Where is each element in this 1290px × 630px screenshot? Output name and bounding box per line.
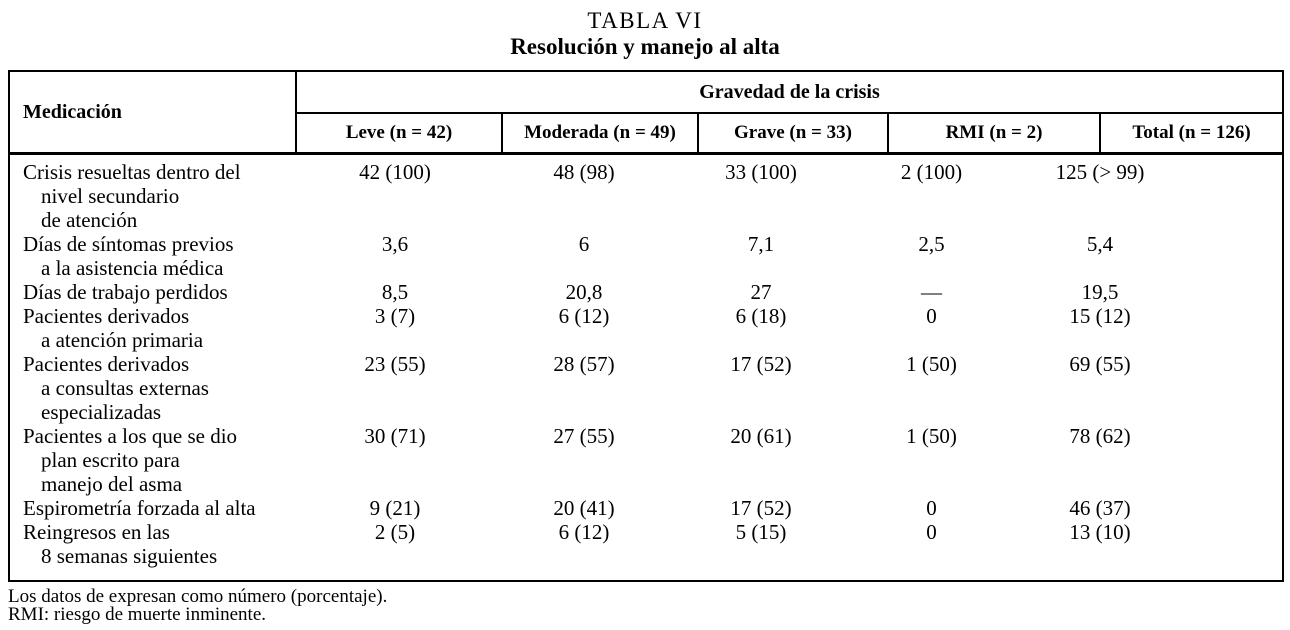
table-caption: TABLA VI Resolución y manejo al alta xyxy=(0,0,1290,60)
row-label: Crisis resueltas dentro del nivel secunda… xyxy=(10,160,297,232)
cell-value: 2 (5) xyxy=(374,520,416,544)
corner-header: Medicación xyxy=(10,72,297,152)
row-label-line: Crisis resueltas dentro del xyxy=(23,160,241,184)
cell-value: 23 (55) xyxy=(364,352,426,376)
row-label-line: especializadas xyxy=(41,400,162,424)
cell-value: 6 (12) xyxy=(558,520,610,544)
table-row: Pacientes derivados a consultas externas e… xyxy=(10,352,1282,424)
footnote: Los datos de expresan como número (porce… xyxy=(8,586,388,607)
row-label-line: Espirometría forzada al alta xyxy=(23,496,256,520)
row-label-line: Reingresos en las xyxy=(23,520,170,544)
row-label: Días de síntomas previos a la asistencia … xyxy=(10,232,297,280)
cell-value: 17 (52) xyxy=(730,352,792,376)
cell-value: 78 (62) xyxy=(1069,424,1131,448)
cell-value: 20 (61) xyxy=(730,424,792,448)
column-header-1: Moderada (n = 49) xyxy=(501,114,697,152)
table-row: Días de trabajo perdidos 8,5 20,8 27 — 19,5 xyxy=(10,280,1282,304)
cell-value: 6 (18) xyxy=(735,304,787,328)
table-row: Reingresos en las 8 semanas siguientes 2 (… xyxy=(10,520,1282,568)
cell-value: 2,5 xyxy=(918,232,945,256)
row-label-line: nivel secundario xyxy=(41,184,180,208)
cell-value: 2 (100) xyxy=(900,160,963,184)
column-header-4: Total (n = 126) xyxy=(1099,114,1282,152)
cell-value: 19,5 xyxy=(1081,280,1119,304)
table-row: Espirometría forzada al alta 9 (21) 20 (41… xyxy=(10,496,1282,520)
group-header: Gravedad de la crisis xyxy=(297,72,1282,114)
row-label-line: 8 semanas siguientes xyxy=(41,544,218,568)
row-label: Pacientes a los que se dio plan escrito p… xyxy=(10,424,297,496)
cell-value: 28 (57) xyxy=(553,352,615,376)
table-row: Crisis resueltas dentro del nivel secunda… xyxy=(10,160,1282,232)
cell-value: 8,5 xyxy=(381,280,409,304)
row-label: Pacientes derivados a atención primaria xyxy=(10,304,297,352)
data-table: Medicación Gravedad de la crisis Leve (n… xyxy=(8,70,1284,582)
cell-value: 125 (> 99) xyxy=(1055,160,1145,184)
cell-value: 0 xyxy=(926,520,937,544)
table-row: Pacientes a los que se dio plan escrito p… xyxy=(10,424,1282,496)
row-label-line: a consultas externas xyxy=(41,376,209,400)
cell-value: 3,6 xyxy=(381,232,409,256)
cell-value: 1 (50) xyxy=(906,424,957,448)
cell-value: 17 (52) xyxy=(730,496,792,520)
cell-value: 15 (12) xyxy=(1069,304,1131,328)
column-header-2: Grave (n = 33) xyxy=(697,114,887,152)
column-header-0: Leve (n = 42) xyxy=(345,122,453,143)
cell-value: 69 (55) xyxy=(1069,352,1131,376)
cell-value: 7,1 xyxy=(747,232,775,256)
cell-value: 33 (100) xyxy=(725,160,797,184)
cell-value: 13 (10) xyxy=(1069,520,1131,544)
page-title: TABLA VI xyxy=(587,8,703,33)
cell-value: 6 (12) xyxy=(558,304,610,328)
row-label: Pacientes derivados a consultas externas e… xyxy=(10,352,297,424)
table-row: Pacientes derivados a atención primaria 3 … xyxy=(10,304,1282,352)
cell-value: 9 (21) xyxy=(369,496,421,520)
column-header-row: Leve (n = 42) Moderada (n = 49) Grave (n =… xyxy=(297,114,1282,152)
row-label: Días de trabajo perdidos xyxy=(10,280,297,304)
cell-value: 46 (37) xyxy=(1069,496,1131,520)
table-row: Días de síntomas previos a la asistencia … xyxy=(10,232,1282,280)
table-header: Medicación Gravedad de la crisis Leve (n… xyxy=(10,72,1282,155)
cell-value: 0 xyxy=(926,496,937,520)
header-right-block: Gravedad de la crisis Leve (n = 42) Moder… xyxy=(297,72,1282,152)
cell-value: 48 (98) xyxy=(553,160,615,184)
row-label-line: a atención primaria xyxy=(41,328,204,352)
cell-value: 27 xyxy=(750,280,772,304)
column-header-3: RMI (n = 2) xyxy=(887,114,1099,152)
row-label-line: manejo del asma xyxy=(41,472,183,496)
cell-value: 30 (71) xyxy=(364,424,426,448)
row-label-line: Pacientes derivados xyxy=(23,304,190,328)
cell-value: 0 xyxy=(926,304,937,328)
cell-value: 27 (55) xyxy=(553,424,615,448)
row-label-line: a la asistencia médica xyxy=(41,256,224,280)
cell-value: 5,4 xyxy=(1086,232,1114,256)
table-body: Crisis resueltas dentro del nivel secunda… xyxy=(10,155,1282,580)
cell-value: 3 (7) xyxy=(374,304,416,328)
cell-value: — xyxy=(921,280,942,304)
cell-value: 20 (41) xyxy=(553,496,615,520)
row-label-line: Pacientes a los que se dio xyxy=(23,424,238,448)
row-label-line: Pacientes derivados xyxy=(23,352,190,376)
row-label-line: Días de síntomas previos xyxy=(23,232,234,256)
cell-value: 20,8 xyxy=(565,280,603,304)
cell-value: 1 (50) xyxy=(906,352,957,376)
footnotes: Los datos de expresan como número (porce… xyxy=(8,586,388,625)
row-label-line: de atención xyxy=(41,208,138,232)
cell-value: 42 (100) xyxy=(359,160,431,184)
row-label: Espirometría forzada al alta xyxy=(10,496,297,520)
row-label: Reingresos en las 8 semanas siguientes xyxy=(10,520,297,568)
footnote: RMI: riesgo de muerte inminente. xyxy=(8,604,267,625)
row-label-line: plan escrito para xyxy=(41,448,180,472)
cell-value: 5 (15) xyxy=(735,520,787,544)
page-subtitle: Resolución y manejo al alta xyxy=(510,34,780,59)
cell-value: 6 xyxy=(578,232,590,256)
row-label-line: Días de trabajo perdidos xyxy=(23,280,228,304)
